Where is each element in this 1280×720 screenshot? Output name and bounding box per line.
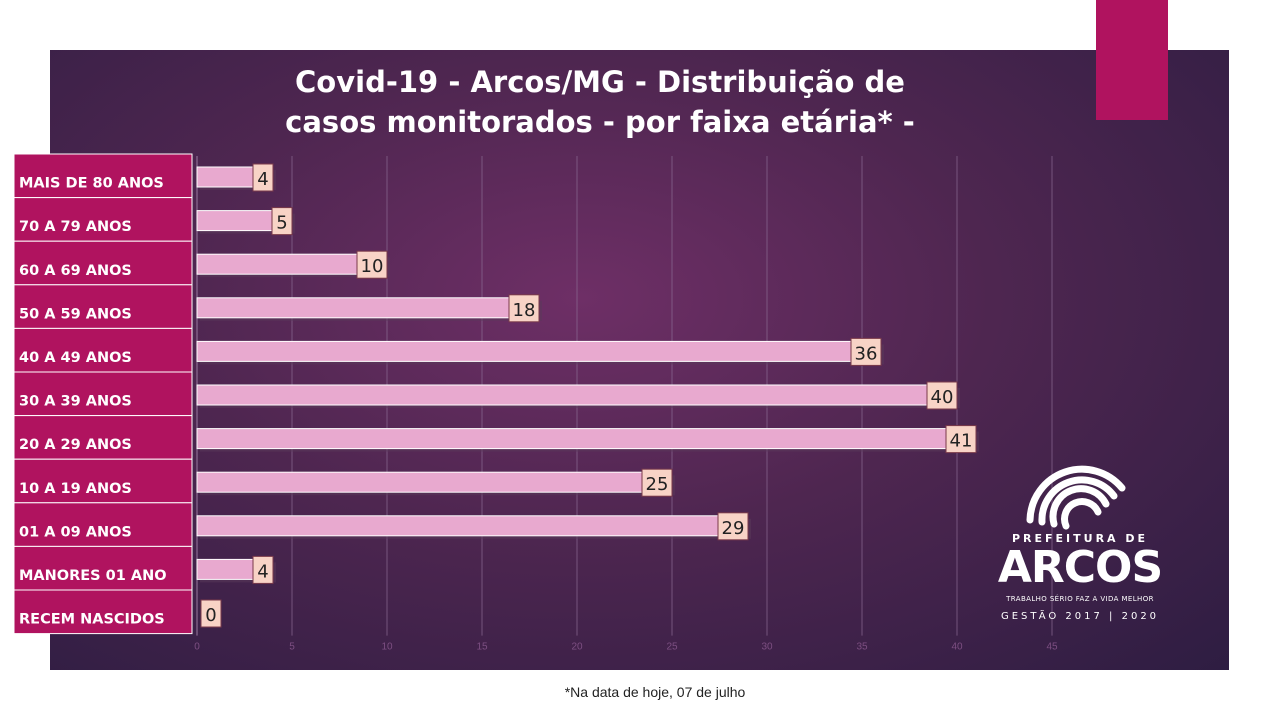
category-box	[13, 284, 193, 329]
data-label: 5	[276, 213, 287, 234]
data-label-box	[641, 468, 673, 497]
prefeitura-logo: PREFEITURA DE ARCOS TRABALHO SÉRIO FAZ A…	[990, 460, 1180, 630]
logo-prefeitura-text: PREFEITURA DE	[1011, 532, 1149, 545]
data-label: 36	[855, 343, 878, 364]
category-box	[13, 240, 193, 286]
category-box	[13, 589, 193, 635]
chart-title-line-1: Covid-19 - Arcos/MG - Distribuição de	[295, 65, 905, 99]
category-label: 40 A 49 ANOS	[19, 350, 132, 366]
data-label-box	[356, 250, 388, 279]
data-label-box	[271, 207, 293, 236]
chart-title: Covid-19 - Arcos/MG - Distribuição de ca…	[270, 62, 930, 142]
data-label: 0	[205, 605, 216, 626]
category-label: 60 A 69 ANOS	[19, 263, 132, 279]
category-label: 70 A 79 ANOS	[19, 219, 132, 235]
data-label-box	[945, 425, 977, 454]
data-label: 4	[257, 169, 268, 190]
data-label: 29	[722, 518, 745, 539]
category-label: 30 A 39 ANOS	[19, 394, 132, 410]
corner-accent-bar	[1096, 0, 1168, 120]
bar	[196, 471, 673, 493]
x-tick-label: 10	[381, 642, 393, 653]
x-tick-label: 0	[194, 642, 200, 653]
bar	[196, 515, 749, 537]
bar	[196, 297, 540, 319]
category-box	[13, 153, 193, 199]
footnote: *Na data de hoje, 07 de julho	[564, 684, 746, 700]
bar	[196, 384, 958, 406]
x-tick-label: 20	[571, 642, 583, 653]
category-box	[13, 371, 193, 417]
chart-title-line-2: casos monitorados - por faixa etária* -	[285, 105, 915, 139]
category-label: 50 A 59 ANOS	[19, 306, 132, 322]
logo-gestao: GESTÃO 2017 | 2020	[1000, 611, 1160, 622]
x-tick-label: 5	[289, 642, 295, 653]
bar	[196, 428, 977, 450]
data-label-box	[508, 294, 540, 323]
bar	[196, 340, 882, 362]
signal-waves-icon	[1026, 465, 1126, 530]
x-tick-label: 30	[761, 642, 773, 653]
category-box	[13, 502, 193, 547]
data-label: 18	[513, 300, 536, 321]
data-label-box	[850, 337, 882, 366]
data-label-box	[717, 512, 749, 541]
category-label: MANORES 01 ANO	[19, 568, 167, 584]
category-label: 10 A 19 ANOS	[19, 481, 132, 497]
data-label: 10	[361, 256, 384, 277]
category-label: RECEM NASCIDOS	[19, 612, 165, 628]
x-tick-label: 40	[951, 642, 963, 653]
category-box	[13, 415, 193, 460]
x-tick-label: 35	[856, 642, 868, 653]
data-label: 4	[257, 561, 268, 582]
data-label: 25	[646, 474, 669, 495]
x-tick-label: 25	[666, 642, 678, 653]
data-label-box	[926, 381, 958, 410]
category-box	[13, 197, 193, 242]
data-label-box	[252, 163, 274, 192]
category-box	[13, 327, 193, 373]
category-label: 20 A 29 ANOS	[19, 437, 132, 453]
data-label: 40	[931, 387, 954, 408]
x-tick-label: 15	[476, 642, 488, 653]
data-label-box	[200, 599, 222, 628]
category-label: 01 A 09 ANOS	[19, 524, 132, 540]
logo-slogan: TRABALHO SÉRIO FAZ A VIDA MELHOR	[1006, 595, 1154, 603]
x-tick-label: 45	[1046, 642, 1058, 653]
category-label: MAIS DE 80 ANOS	[19, 176, 164, 192]
logo-brand-text: ARCOS	[997, 542, 1163, 593]
data-label: 41	[950, 431, 973, 452]
data-label-box	[252, 555, 274, 584]
